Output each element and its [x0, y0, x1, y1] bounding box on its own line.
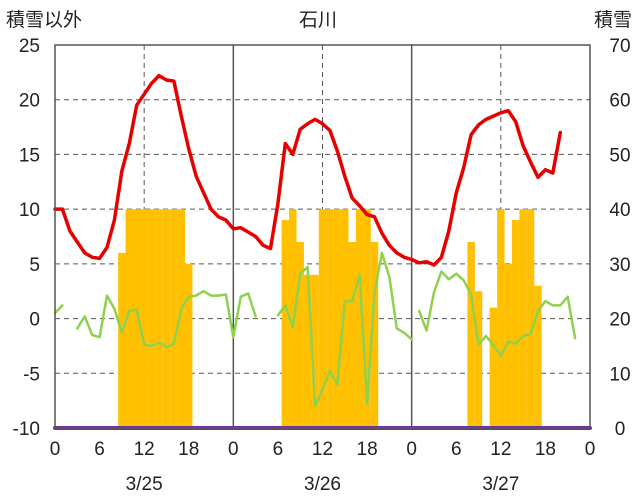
- x-tick-label: 0: [228, 439, 239, 460]
- right-tick-label: 50: [609, 145, 630, 166]
- series-line: [417, 270, 577, 358]
- snow-bar: [341, 209, 349, 428]
- snow-bar: [281, 220, 290, 428]
- right-tick-label: 40: [609, 200, 630, 221]
- x-tick-label: 12: [134, 439, 155, 460]
- snow-bar: [133, 209, 141, 428]
- chart-title: 石川: [299, 10, 337, 31]
- snow-bar: [311, 274, 319, 428]
- snow-bar: [118, 252, 126, 428]
- snow-bar: [296, 241, 304, 428]
- series-line: [76, 289, 257, 349]
- right-tick-label: 0: [615, 419, 626, 440]
- snow-bar: [140, 209, 148, 428]
- x-tick-label: 6: [451, 439, 462, 460]
- x-tick-label: 0: [406, 439, 417, 460]
- snow-bar: [489, 307, 498, 428]
- snow-bar: [534, 285, 542, 428]
- snow-bar: [363, 209, 371, 428]
- x-tick-label: 18: [178, 439, 199, 460]
- snow-bar: [504, 263, 512, 428]
- date-label: 3/25: [126, 474, 163, 495]
- snow-bar: [497, 209, 505, 428]
- snow-bar: [147, 209, 156, 428]
- x-tick-label: 6: [94, 439, 105, 460]
- left-axis-title: 積雪以外: [6, 9, 82, 31]
- snow-bar: [185, 263, 193, 428]
- snow-bar: [170, 209, 178, 428]
- snow-depth-bars: [118, 209, 542, 428]
- x-tick-label: 12: [490, 439, 511, 460]
- snow-bar: [370, 241, 379, 428]
- snow-bar: [303, 274, 312, 428]
- snow-bar: [355, 209, 364, 428]
- x-tick-label: 18: [357, 439, 378, 460]
- right-tick-label: 60: [609, 91, 630, 112]
- x-tick-label: 18: [535, 439, 556, 460]
- right-tick-label: 20: [609, 310, 630, 331]
- left-tick-label: 15: [19, 145, 40, 166]
- series-line: [276, 251, 413, 408]
- snow-bar: [526, 209, 535, 428]
- snow-bar: [467, 241, 475, 428]
- series-line: [53, 73, 563, 267]
- date-label: 3/26: [304, 474, 341, 495]
- snow-bar: [348, 241, 356, 428]
- snow-bar: [162, 209, 171, 428]
- snow-bar: [125, 209, 134, 428]
- plot-frame: [54, 44, 591, 429]
- x-tick-label: 0: [585, 439, 596, 460]
- snow-bar: [177, 209, 186, 428]
- x-tick-label: 6: [273, 439, 284, 460]
- left-tick-label: -10: [13, 419, 40, 440]
- left-tick-label: 25: [19, 36, 40, 57]
- x-tick-label: 12: [312, 439, 333, 460]
- snow-bar: [155, 209, 163, 428]
- left-tick-label: 5: [29, 255, 40, 276]
- series-line: [53, 304, 64, 315]
- left-tick-label: 10: [19, 200, 40, 221]
- right-tick-label: 70: [609, 36, 630, 57]
- snow-bar: [318, 209, 327, 428]
- snow-bar: [474, 291, 483, 428]
- x-tick-label: 0: [50, 439, 61, 460]
- snow-bar: [511, 220, 520, 428]
- snow-bar: [326, 209, 334, 428]
- left-tick-label: 0: [29, 310, 40, 331]
- snow-bar: [333, 209, 342, 428]
- right-tick-label: 10: [609, 364, 630, 385]
- plot-border: [54, 44, 591, 429]
- date-label: 3/27: [482, 474, 519, 495]
- left-tick-label: -5: [23, 364, 40, 385]
- left-tick-label: 20: [19, 91, 40, 112]
- right-axis-title: 積雪: [594, 9, 632, 31]
- snow-bar: [519, 209, 527, 428]
- right-tick-label: 30: [609, 255, 630, 276]
